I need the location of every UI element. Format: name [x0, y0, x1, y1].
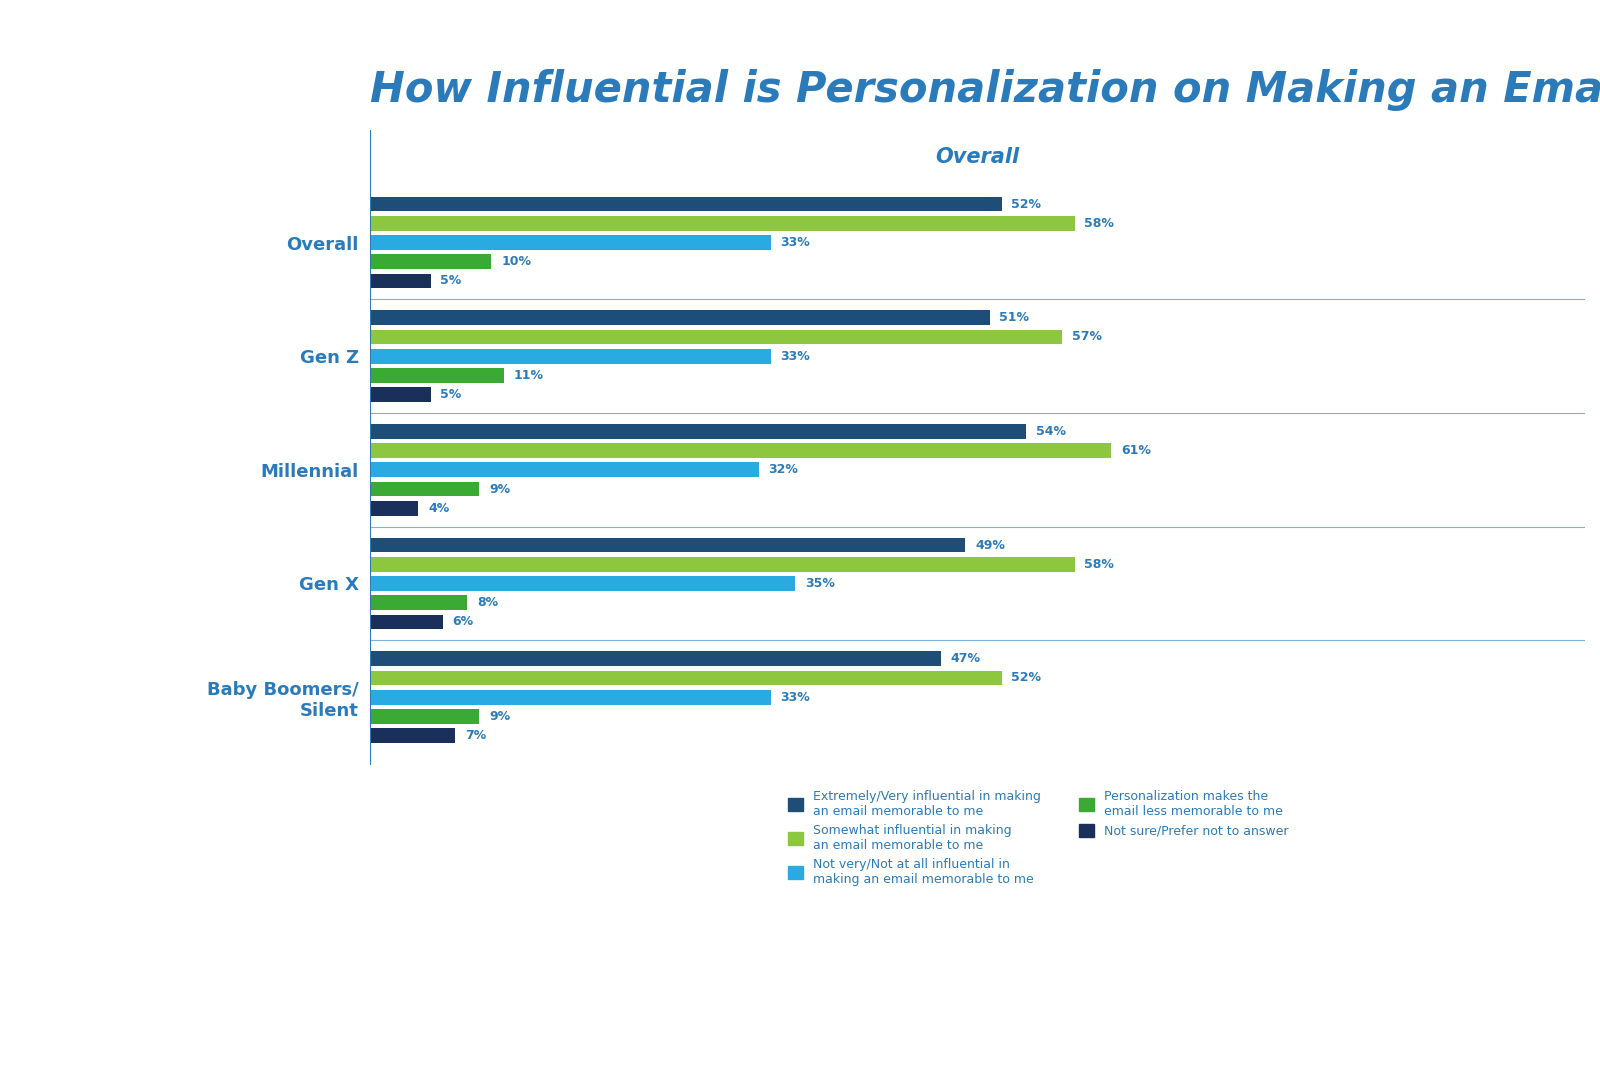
Text: 32%: 32% — [768, 463, 798, 476]
Bar — [370, 556, 1075, 572]
Text: 4%: 4% — [429, 502, 450, 515]
Bar — [370, 197, 1002, 211]
Bar — [370, 729, 454, 743]
Text: 10%: 10% — [501, 255, 531, 268]
Bar — [370, 273, 430, 289]
Bar — [370, 689, 771, 705]
Text: 33%: 33% — [781, 690, 810, 703]
Bar — [370, 443, 1110, 458]
Text: 54%: 54% — [1035, 425, 1066, 438]
Bar — [370, 481, 480, 497]
Bar — [370, 216, 1075, 231]
Legend: Extremely/Very influential in making
an email memorable to me, Somewhat influent: Extremely/Very influential in making an … — [776, 778, 1301, 898]
Text: Overall: Overall — [936, 147, 1019, 168]
Text: 49%: 49% — [974, 539, 1005, 551]
Text: 35%: 35% — [805, 577, 835, 590]
Bar — [370, 709, 480, 724]
Text: 9%: 9% — [490, 482, 510, 495]
Bar — [370, 596, 467, 610]
Text: 52%: 52% — [1011, 672, 1042, 684]
Bar — [370, 348, 771, 364]
Text: 61%: 61% — [1122, 444, 1150, 457]
Text: How Influential is Personalization on Making an Email Memorable?: How Influential is Personalization on Ma… — [370, 70, 1600, 111]
Text: 9%: 9% — [490, 710, 510, 723]
Bar — [370, 614, 443, 629]
Text: 7%: 7% — [464, 729, 486, 742]
Bar — [370, 501, 419, 515]
Text: 8%: 8% — [477, 596, 498, 609]
Bar — [370, 538, 965, 552]
Text: 5%: 5% — [440, 388, 461, 401]
Text: 51%: 51% — [1000, 311, 1029, 325]
Text: 6%: 6% — [453, 615, 474, 628]
Text: 33%: 33% — [781, 350, 810, 363]
Bar — [370, 576, 795, 591]
Text: 58%: 58% — [1085, 558, 1114, 571]
Bar — [370, 388, 430, 402]
Text: 58%: 58% — [1085, 217, 1114, 230]
Bar — [370, 235, 771, 249]
Text: 57%: 57% — [1072, 330, 1102, 343]
Text: 33%: 33% — [781, 236, 810, 249]
Text: 5%: 5% — [440, 274, 461, 287]
Text: 11%: 11% — [514, 369, 544, 382]
Bar — [370, 463, 758, 477]
Bar — [370, 310, 989, 326]
Text: 47%: 47% — [950, 652, 981, 665]
Bar — [370, 424, 1026, 439]
Bar — [370, 330, 1062, 344]
Bar — [370, 368, 504, 382]
Bar — [370, 671, 1002, 685]
Text: 52%: 52% — [1011, 197, 1042, 210]
Bar — [370, 651, 941, 666]
Bar — [370, 255, 491, 269]
